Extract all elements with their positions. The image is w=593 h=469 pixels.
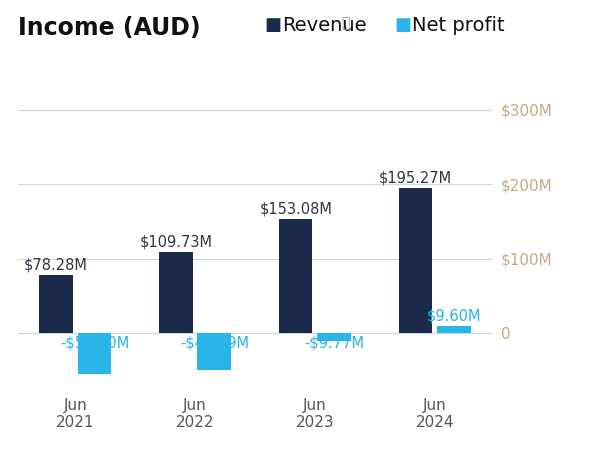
Text: -$55.00M: -$55.00M bbox=[60, 336, 129, 351]
Bar bbox=[437, 326, 471, 333]
Text: Income (AUD): Income (AUD) bbox=[18, 16, 200, 40]
Bar bbox=[159, 251, 193, 333]
Text: $78.28M: $78.28M bbox=[24, 258, 88, 273]
Text: -$9.77M: -$9.77M bbox=[304, 336, 364, 351]
Bar bbox=[39, 275, 73, 333]
Text: $109.73M: $109.73M bbox=[139, 234, 212, 250]
Bar bbox=[398, 188, 432, 333]
Text: $153.08M: $153.08M bbox=[259, 202, 332, 217]
Bar bbox=[197, 333, 231, 370]
Bar bbox=[78, 333, 111, 374]
Text: $9.60M: $9.60M bbox=[426, 309, 481, 324]
Text: ⓘ: ⓘ bbox=[341, 16, 349, 30]
Text: ■: ■ bbox=[264, 16, 281, 34]
Text: Revenue: Revenue bbox=[282, 16, 366, 36]
Bar bbox=[279, 219, 313, 333]
Text: $195.27M: $195.27M bbox=[379, 171, 452, 186]
Text: Net profit: Net profit bbox=[412, 16, 505, 36]
Text: ■: ■ bbox=[394, 16, 412, 34]
Bar bbox=[317, 333, 351, 340]
Text: -$48.49M: -$48.49M bbox=[180, 336, 248, 351]
